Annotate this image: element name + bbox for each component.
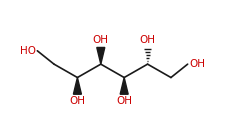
Text: OH: OH bbox=[93, 36, 109, 45]
Polygon shape bbox=[120, 77, 128, 94]
Text: OH: OH bbox=[189, 59, 205, 69]
Text: HO: HO bbox=[20, 46, 36, 56]
Text: OH: OH bbox=[69, 96, 85, 106]
Polygon shape bbox=[97, 48, 105, 64]
Text: OH: OH bbox=[116, 96, 132, 106]
Polygon shape bbox=[73, 77, 81, 94]
Text: OH: OH bbox=[140, 36, 156, 45]
